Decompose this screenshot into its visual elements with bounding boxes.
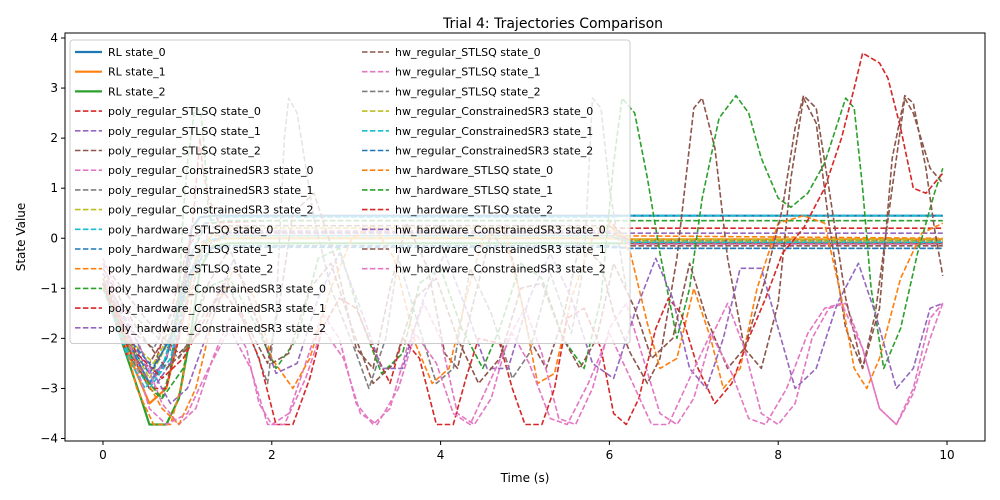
series-line-23	[102, 52, 944, 426]
x-tick-label: 10	[939, 448, 954, 462]
y-tick-label: 2	[50, 131, 58, 145]
legend-entry: poly_regular_ConstrainedSR3 state_1	[108, 184, 314, 197]
x-tick-label: 6	[606, 448, 614, 462]
y-tick-label: −1	[40, 281, 58, 295]
series-line-21	[102, 214, 944, 426]
legend-entry: poly_hardware_ConstrainedSR3 state_0	[108, 282, 326, 295]
x-axis-ticks: 0 2 4 6 8 10	[99, 441, 955, 462]
y-tick-label: 1	[50, 181, 58, 195]
legend-entry: poly_regular_ConstrainedSR3 state_2	[108, 204, 314, 217]
legend-entry: hw_regular_STLSQ state_1	[395, 66, 541, 79]
legend-entry: RL state_2	[108, 85, 166, 98]
legend-entry: hw_regular_ConstrainedSR3 state_0	[395, 105, 593, 118]
axes-frame	[64, 32, 986, 442]
y-axis-label: State Value	[14, 203, 28, 272]
legend-entry: poly_hardware_ConstrainedSR3 state_1	[108, 302, 326, 315]
legend-entry: hw_regular_STLSQ state_2	[395, 85, 541, 98]
legend-entry: hw_regular_ConstrainedSR3 state_2	[395, 145, 593, 158]
legend-entry: hw_hardware_ConstrainedSR3 state_2	[395, 263, 606, 276]
legend-entry: hw_regular_STLSQ state_0	[395, 46, 541, 59]
legend-entry: hw_hardware_STLSQ state_2	[395, 204, 553, 217]
legend-entry: poly_hardware_STLSQ state_1	[108, 243, 273, 256]
legend-entry: poly_hardware_STLSQ state_0	[108, 223, 273, 236]
y-tick-label: 0	[50, 231, 58, 245]
legend-entry: poly_hardware_ConstrainedSR3 state_2	[108, 322, 326, 335]
legend-entry: RL state_0	[108, 46, 166, 59]
x-tick-label: 0	[99, 448, 107, 462]
x-tick-label: 2	[268, 448, 276, 462]
series-line-26	[102, 263, 944, 426]
legend-box	[69, 39, 631, 344]
legend-entry: poly_hardware_STLSQ state_2	[108, 263, 273, 276]
y-tick-label: −2	[40, 331, 58, 345]
x-tick-label: 8	[774, 448, 782, 462]
y-axis-ticks: −4 −3 −2 −1 0 1 2 3 4	[40, 31, 65, 445]
legend-entry: hw_hardware_ConstrainedSR3 state_0	[395, 223, 606, 236]
legend-entry: poly_regular_STLSQ state_2	[108, 145, 261, 158]
legend-entry: poly_regular_STLSQ state_0	[108, 105, 261, 118]
y-tick-label: −4	[40, 431, 58, 445]
legend-entry: poly_regular_STLSQ state_1	[108, 125, 261, 138]
legend-entry: hw_hardware_STLSQ state_1	[395, 184, 553, 197]
y-tick-label: −3	[40, 381, 58, 395]
legend-entry: poly_regular_ConstrainedSR3 state_0	[108, 164, 314, 177]
chart-title: Trial 4: Trajectories Comparison	[442, 16, 663, 32]
legend-entry: RL state_1	[108, 66, 166, 79]
x-tick-label: 4	[437, 448, 445, 462]
legend-entry: hw_hardware_STLSQ state_0	[395, 164, 553, 177]
legend: RL state_0 RL state_1 RL state_2 poly_regul…	[69, 39, 631, 344]
legend-entry: hw_regular_ConstrainedSR3 state_1	[395, 125, 593, 138]
legend-entry: hw_hardware_ConstrainedSR3 state_1	[395, 243, 606, 256]
y-tick-label: 4	[50, 31, 58, 45]
y-tick-label: 3	[50, 81, 58, 95]
x-axis-label: Time (s)	[500, 471, 550, 485]
